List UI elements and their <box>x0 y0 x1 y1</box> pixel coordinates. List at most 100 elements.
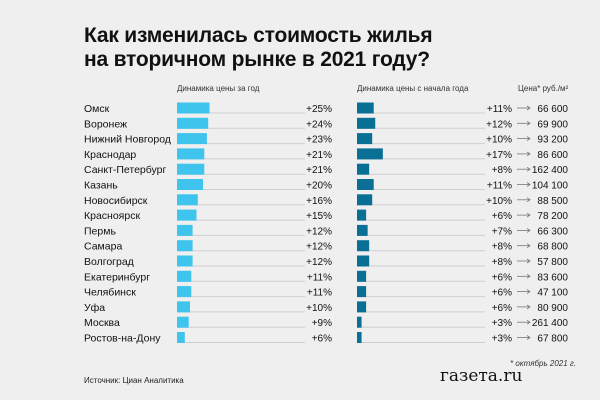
data-label-yearly: +21% <box>306 150 332 161</box>
city-label: Челябинск <box>84 287 136 299</box>
data-label-yearly: +9% <box>312 318 332 329</box>
data-label-ytd: +8% <box>492 165 512 176</box>
city-label: Омск <box>84 103 110 115</box>
page-title: Как изменилась стоимость жилья на вторич… <box>84 24 524 72</box>
bar-yearly <box>177 163 205 175</box>
arrow-head-icon <box>526 182 531 187</box>
bar-ytd <box>357 286 367 298</box>
data-label-yearly: +23% <box>306 135 332 146</box>
data-label-ytd: +6% <box>492 211 512 222</box>
data-label-ytd: +12% <box>486 119 512 130</box>
arrow-head-icon <box>526 136 531 141</box>
city-label: Санкт-Петербург <box>84 164 167 176</box>
bar-yearly <box>177 102 210 114</box>
arrow-head-icon <box>526 289 531 294</box>
city-label: Москва <box>84 317 120 329</box>
data-label-yearly: +12% <box>306 257 332 268</box>
price-label: 261 400 <box>532 318 569 329</box>
data-label-yearly: +24% <box>306 119 332 130</box>
data-label-ytd: +11% <box>487 104 512 115</box>
data-label-ytd: +10% <box>486 196 512 207</box>
bar-yearly <box>177 194 198 206</box>
price-label: 68 800 <box>537 242 568 253</box>
arrow-head-icon <box>526 105 531 111</box>
arrow-head-icon <box>526 243 531 249</box>
bar-yearly <box>177 133 207 145</box>
arrow-head-icon <box>526 335 531 340</box>
bar-ytd <box>357 301 367 313</box>
price-label: 83 600 <box>537 272 568 283</box>
bar-ytd <box>357 194 373 206</box>
price-label: 162 400 <box>532 165 569 176</box>
city-label: Красноярск <box>84 210 140 222</box>
data-label-yearly: +11% <box>307 288 332 299</box>
price-label: 78 200 <box>537 211 568 222</box>
data-label-yearly: +10% <box>306 303 332 314</box>
bar-ytd <box>357 102 374 114</box>
bar-ytd <box>357 163 370 175</box>
city-label: Нижний Новгород <box>84 134 171 146</box>
price-label: 104 100 <box>532 181 569 192</box>
bar-yearly <box>177 117 209 129</box>
data-label-ytd: +6% <box>492 272 512 283</box>
arrow-head-icon <box>526 273 531 279</box>
price-label: 67 800 <box>537 334 568 345</box>
title-line-2: на вторичном рынке в 2021 году? <box>84 48 430 71</box>
price-label: 66 600 <box>537 104 568 115</box>
bar-ytd <box>357 133 373 145</box>
bar-ytd <box>357 117 376 129</box>
price-label: 93 200 <box>537 135 568 146</box>
arrow-head-icon <box>526 151 531 157</box>
price-label: 57 800 <box>537 257 568 268</box>
arrow-head-icon <box>526 212 531 218</box>
bar-ytd <box>357 270 367 282</box>
arrow-head-icon <box>526 120 531 126</box>
source-note: Источник: Циан Аналитика <box>84 376 184 385</box>
title-line-1: Как изменилась стоимость жилья <box>84 24 433 47</box>
data-label-yearly: +21% <box>306 165 332 176</box>
city-label: Волгоград <box>84 256 134 268</box>
bar-yearly <box>177 179 203 190</box>
city-label: Самара <box>84 241 122 253</box>
bar-yearly <box>177 224 193 236</box>
bar-ytd <box>357 209 367 221</box>
price-label: 47 100 <box>537 288 568 299</box>
city-label: Пермь <box>84 225 116 237</box>
city-label: Екатеринбург <box>84 271 150 283</box>
bar-ytd <box>357 224 368 236</box>
bar-ytd <box>357 332 362 343</box>
data-label-yearly: +11% <box>307 272 332 283</box>
bar-yearly <box>177 209 197 221</box>
price-column-header: Цена* руб./м² <box>518 84 569 93</box>
data-label-ytd: +17% <box>486 150 512 161</box>
data-label-yearly: +20% <box>306 181 332 192</box>
bar-yearly <box>177 255 193 267</box>
gazeta-logo: газета.ru <box>440 366 523 386</box>
city-label: Новосибирск <box>84 195 148 207</box>
data-label-ytd: +6% <box>492 288 512 299</box>
bar-ytd <box>357 255 370 267</box>
price-label: 69 900 <box>537 119 568 130</box>
data-label-yearly: +12% <box>306 226 332 237</box>
footnote: * октябрь 2021 г. <box>510 359 577 368</box>
bar-yearly <box>177 270 192 282</box>
bar-yearly <box>177 148 205 160</box>
arrow-head-icon <box>526 228 531 233</box>
data-label-yearly: +6% <box>312 334 332 345</box>
bar-yearly <box>177 316 189 328</box>
data-label-yearly: +12% <box>306 242 332 253</box>
data-label-yearly: +16% <box>306 196 332 207</box>
price-label: 88 500 <box>537 196 568 207</box>
bar-ytd <box>357 148 383 160</box>
price-label: 66 300 <box>537 226 568 237</box>
bar-yearly <box>177 240 193 252</box>
bar-ytd <box>357 316 362 328</box>
city-label: Казань <box>84 180 118 192</box>
arrow-head-icon <box>526 166 531 172</box>
bar-yearly <box>177 332 185 343</box>
data-label-ytd: +3% <box>492 318 512 329</box>
price-label: 86 600 <box>537 150 568 161</box>
arrow-head-icon <box>526 319 531 325</box>
